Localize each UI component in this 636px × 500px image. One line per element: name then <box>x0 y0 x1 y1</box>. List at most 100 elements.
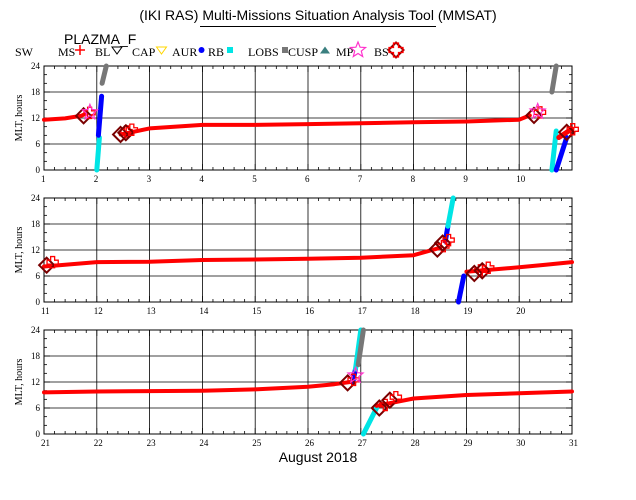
event-mp <box>346 365 365 384</box>
region-legend: SW MS BL CAP AUR RB LOBS CUSP MP BS <box>15 40 405 59</box>
diamond-icon <box>473 261 492 280</box>
plot-frame <box>43 197 573 303</box>
x-tick-label: 22 <box>94 438 103 448</box>
diamond-icon <box>557 123 576 142</box>
series-lobs <box>355 327 366 368</box>
x-tick-label: 17 <box>358 306 368 316</box>
series-rb <box>549 128 559 173</box>
event-bs <box>557 123 579 142</box>
series-aur <box>95 93 105 138</box>
instrument-label: PLAZMA_F <box>64 31 137 47</box>
legend-label: BL <box>95 45 110 59</box>
event-bs <box>428 239 450 259</box>
y-tick-label: 0 <box>36 165 41 175</box>
y-tick-label: 18 <box>31 87 41 97</box>
open-cross-icon <box>481 261 495 275</box>
y-tick-label: 24 <box>31 193 41 203</box>
open-cross-icon <box>347 373 360 387</box>
diamond-icon <box>116 123 135 142</box>
plot-panel-2: 11 12 13 14 15 16 17 18 19 20 0 6 12 18 24 MLT, hours <box>14 193 574 316</box>
event-bs <box>380 390 403 410</box>
diamond-icon <box>380 391 399 410</box>
y-axis-label: MLT, hours <box>14 95 25 142</box>
y-tick-label: 12 <box>31 245 40 255</box>
legend-item-ms: MS <box>58 45 85 59</box>
event-bs <box>433 233 455 252</box>
open-cross-icon <box>566 123 579 136</box>
x-tick-label: 10 <box>516 174 526 184</box>
x-tick-label: 2 <box>94 174 99 184</box>
legend-item-cap: CAP <box>132 45 168 59</box>
x-tick-label: 28 <box>411 438 421 448</box>
legend-label: CAP <box>132 45 156 59</box>
event-mp <box>80 102 100 121</box>
open-cross-icon <box>389 390 403 404</box>
x-tick-label: 23 <box>147 438 157 448</box>
series-lobs <box>99 63 109 86</box>
series-rb <box>94 135 102 173</box>
diamond-icon <box>428 240 447 259</box>
series-aur <box>456 273 467 305</box>
x-tick-label: 24 <box>199 438 209 448</box>
x-tick-label: 29 <box>463 438 473 448</box>
y-axis-label: MLT, hours <box>14 227 25 274</box>
legend-item-bl: BL <box>95 45 123 59</box>
x-tick-label: 18 <box>411 306 421 316</box>
series-ms <box>556 126 575 140</box>
series-rb <box>445 195 456 229</box>
event-bs <box>116 123 139 142</box>
page-title: (IKI RAS) Multi-Missions Situation Analy… <box>139 7 497 23</box>
x-tick-label: 16 <box>305 306 315 316</box>
y-tick-label: 24 <box>31 61 41 71</box>
open-cross-icon <box>388 42 404 58</box>
x-tick-label: 21 <box>41 438 50 448</box>
legend-item-aur: AUR <box>172 45 205 59</box>
legend-item-cusp: CUSP <box>288 45 330 59</box>
star-icon <box>528 101 547 120</box>
x-tick-label: 1 <box>41 174 46 184</box>
y-tick-label: 0 <box>36 429 41 439</box>
legend-label: RB <box>208 45 224 59</box>
legend-label: SW <box>15 45 34 59</box>
event-bs <box>37 255 59 275</box>
x-tick-label: 31 <box>569 438 578 448</box>
legend-label: BS <box>374 45 389 59</box>
open-cross-icon <box>442 233 455 247</box>
diamond-icon <box>370 399 389 417</box>
open-cross-icon <box>437 239 450 253</box>
legend-item-mp: MP <box>336 40 368 59</box>
legend-label: CUSP <box>288 45 318 59</box>
open-cross-icon <box>125 123 139 136</box>
x-tick-label: 19 <box>463 306 473 316</box>
legend-label: LOBS <box>248 45 279 59</box>
y-tick-label: 6 <box>36 271 41 281</box>
legend-item-sw: SW <box>15 45 34 59</box>
y-tick-label: 6 <box>36 139 41 149</box>
series-sw <box>374 389 574 408</box>
diamond-icon <box>74 106 93 125</box>
legend-label: MP <box>336 45 354 59</box>
cross-icon <box>75 45 85 55</box>
x-tick-label: 30 <box>516 438 526 448</box>
y-tick-label: 0 <box>36 297 41 307</box>
x-tick-label: 5 <box>252 174 257 184</box>
diamond-icon <box>111 125 130 144</box>
y-tick-label: 24 <box>31 325 41 335</box>
series-rb <box>360 405 380 437</box>
x-tick-label: 12 <box>94 306 103 316</box>
y-axis-label: MLT, hours <box>14 359 25 406</box>
open-cross-icon <box>46 255 59 269</box>
x-tick-label: 26 <box>305 438 315 448</box>
x-tick-label: 11 <box>41 306 50 316</box>
legend-item-extra <box>388 42 404 58</box>
x-tick-label: 6 <box>305 174 310 184</box>
legend-item-rb: RB <box>208 45 233 59</box>
series-lobs <box>549 63 559 95</box>
event-mp <box>528 101 547 120</box>
legend-label: AUR <box>172 45 197 59</box>
x-tick-label: 7 <box>358 174 363 184</box>
x-tick-label: 20 <box>516 306 526 316</box>
